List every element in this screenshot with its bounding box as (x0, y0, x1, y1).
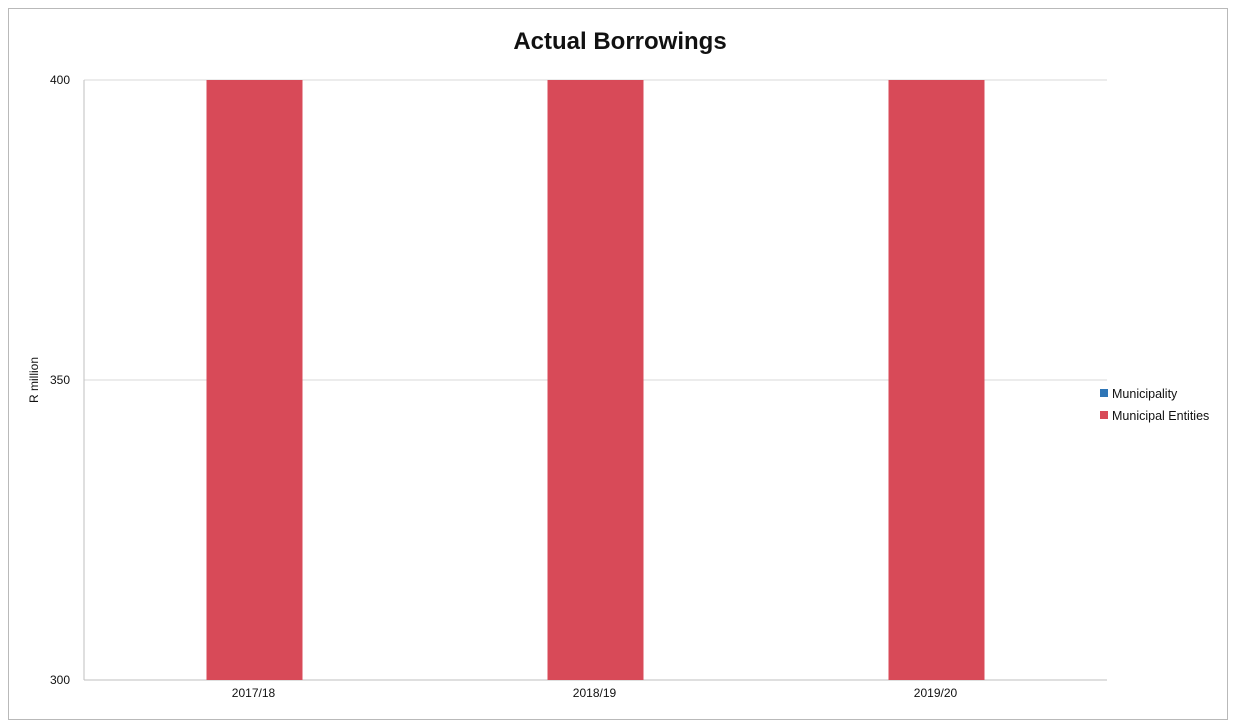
bar-municipal-entities-2018-19 (547, 80, 644, 680)
legend: Municipality Municipal Entities (1100, 387, 1209, 423)
y-tick-label: 350 (50, 373, 70, 387)
x-tick-label: 2017/18 (232, 686, 276, 700)
y-axis-label: R million (27, 357, 41, 403)
y-tick-label: 400 (50, 73, 70, 87)
legend-label: Municipality (1112, 387, 1178, 401)
x-tick-label: 2019/20 (914, 686, 958, 700)
bars (206, 80, 985, 680)
legend-swatch (1100, 389, 1108, 397)
bar-municipal-entities-2017-18 (206, 80, 303, 680)
legend-swatch (1100, 411, 1108, 419)
bar-municipal-entities-2019-20 (888, 80, 985, 680)
legend-label: Municipal Entities (1112, 409, 1209, 423)
tick-labels: 300 350 400 2017/18 2018/19 2019/20 (50, 73, 958, 700)
chart-title: Actual Borrowings (513, 28, 726, 55)
y-tick-label: 300 (50, 673, 70, 687)
x-tick-label: 2018/19 (573, 686, 617, 700)
